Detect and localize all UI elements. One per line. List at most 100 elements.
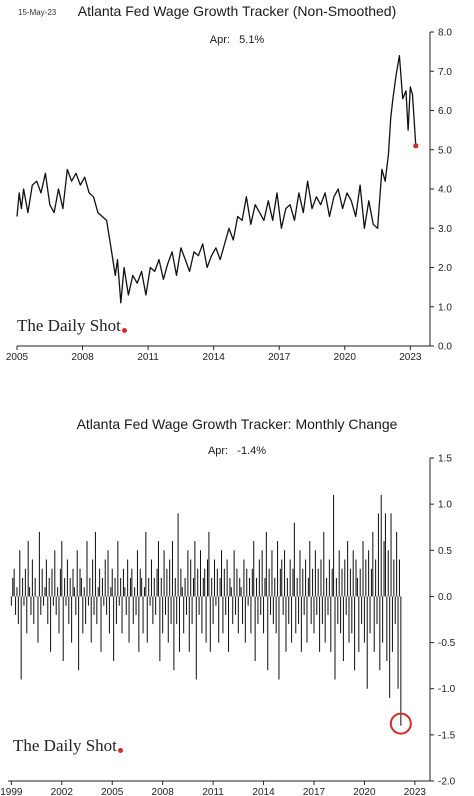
- chart2-bar: [256, 577, 258, 597]
- chart2-bar: [222, 596, 224, 634]
- daily-shot-logo-2: The Daily Shot: [13, 736, 123, 756]
- chart2-bar: [400, 596, 402, 726]
- chart2-bar: [225, 596, 227, 615]
- chart1-last-point-marker: [413, 143, 419, 149]
- chart2-bar: [64, 577, 66, 597]
- chart2-bar: [390, 513, 392, 597]
- chart2-bar: [86, 541, 88, 597]
- chart1-series-line: [16, 54, 417, 304]
- chart2-bar: [351, 596, 353, 634]
- chart2-bar: [23, 596, 25, 606]
- chart2-x-tick-label: 2020: [353, 787, 376, 796]
- chart2-bar: [376, 596, 378, 625]
- chart2-bar: [187, 550, 189, 597]
- chart2-bar: [174, 577, 176, 597]
- chart2-bar: [92, 559, 94, 597]
- chart2-bar: [233, 550, 235, 597]
- chart2-bar: [284, 550, 286, 597]
- chart2-bar: [41, 568, 43, 597]
- chart2-bar: [143, 587, 145, 597]
- chart2-bar: [296, 577, 298, 597]
- chart2-bar: [306, 596, 308, 643]
- chart2-bar: [199, 550, 201, 597]
- chart2-bar: [37, 596, 39, 643]
- chart2-bar: [230, 587, 232, 597]
- chart2-bar: [101, 577, 103, 597]
- chart2-bar: [344, 559, 346, 597]
- chart2-bar: [214, 559, 216, 597]
- chart2-bar: [54, 550, 56, 597]
- chart2-bar: [302, 568, 304, 597]
- chart2-bar: [293, 522, 295, 597]
- chart2-bar: [47, 596, 49, 625]
- chart2-bar: [125, 596, 127, 615]
- chart2-bar: [20, 596, 22, 680]
- chart2-bar: [48, 577, 50, 597]
- chart2-bar: [149, 596, 151, 606]
- chart2-bar: [162, 596, 164, 634]
- chart2-bar: [142, 596, 144, 634]
- chart2-bar: [207, 559, 209, 597]
- chart2-bar: [87, 596, 89, 606]
- chart2-bar: [342, 596, 344, 662]
- chart2-bar: [383, 541, 385, 597]
- chart2-bar: [80, 577, 82, 597]
- chart2-bar: [247, 596, 249, 606]
- chart2-bar: [260, 596, 262, 615]
- chart2-bar: [384, 513, 386, 597]
- chart2-y-tick-label: -1.5: [438, 730, 456, 741]
- chart2-bar: [99, 568, 101, 597]
- chart2-bar: [124, 587, 126, 597]
- chart2-bar: [271, 550, 273, 597]
- chart2-bar: [106, 596, 108, 615]
- chart2-bar: [352, 550, 354, 597]
- chart2-bar: [275, 596, 277, 634]
- daily-shot-logo: The Daily Shot: [17, 316, 127, 336]
- chart2-bar: [229, 577, 231, 597]
- chart2-bar: [185, 596, 187, 615]
- chart2-bar: [71, 596, 73, 643]
- chart2-bar: [249, 577, 251, 597]
- chart2-bar: [121, 596, 123, 634]
- chart2-bar: [289, 559, 291, 597]
- chart2-bar: [279, 568, 281, 597]
- chart2-bar: [94, 531, 96, 597]
- chart2-bar: [55, 596, 57, 615]
- chart1-annotation-value: 5.1%: [239, 34, 265, 46]
- chart2-bar: [159, 596, 161, 662]
- chart1-x-tick-label: 2023: [399, 352, 422, 363]
- chart2-bar: [79, 568, 81, 597]
- chart2-x-tick-label: 2014: [252, 787, 275, 796]
- chart2-bar: [209, 596, 211, 652]
- chart2-bar: [393, 559, 395, 597]
- chart2-bar: [75, 596, 77, 615]
- chart2-bar: [272, 596, 274, 625]
- chart2-bar: [396, 531, 398, 597]
- chart1-annotation-label: Apr:: [209, 34, 230, 46]
- chart2-bar: [379, 596, 381, 671]
- chart2-bar: [333, 494, 335, 597]
- chart2-bar: [292, 568, 294, 597]
- chart2-bar: [354, 596, 356, 671]
- chart2-bar: [291, 596, 293, 643]
- chart2-bar: [131, 568, 133, 597]
- chart2-bar: [198, 596, 200, 615]
- chart2-bar: [177, 513, 179, 597]
- chart2-bar: [197, 568, 199, 597]
- chart2-bar: [232, 596, 234, 625]
- chart2-bar: [314, 550, 316, 597]
- chart2-bar: [263, 596, 265, 634]
- chart2-bar: [288, 596, 290, 625]
- chart2-bar: [170, 596, 172, 625]
- chart2-bar: [285, 596, 287, 652]
- chart2-bar: [265, 531, 267, 597]
- chart1-y-tick-label: 1.0: [438, 302, 452, 313]
- chart2-bar: [226, 559, 228, 597]
- chart2-bar: [299, 550, 301, 597]
- chart2-bar: [31, 559, 33, 597]
- chart1-y-tick-label: 8.0: [438, 28, 452, 39]
- chart2-bar: [391, 596, 393, 652]
- chart2-bar: [76, 550, 78, 597]
- chart2-x-tick-label: 2023: [404, 787, 427, 796]
- chart2-x-tick-label: 1999: [0, 787, 23, 796]
